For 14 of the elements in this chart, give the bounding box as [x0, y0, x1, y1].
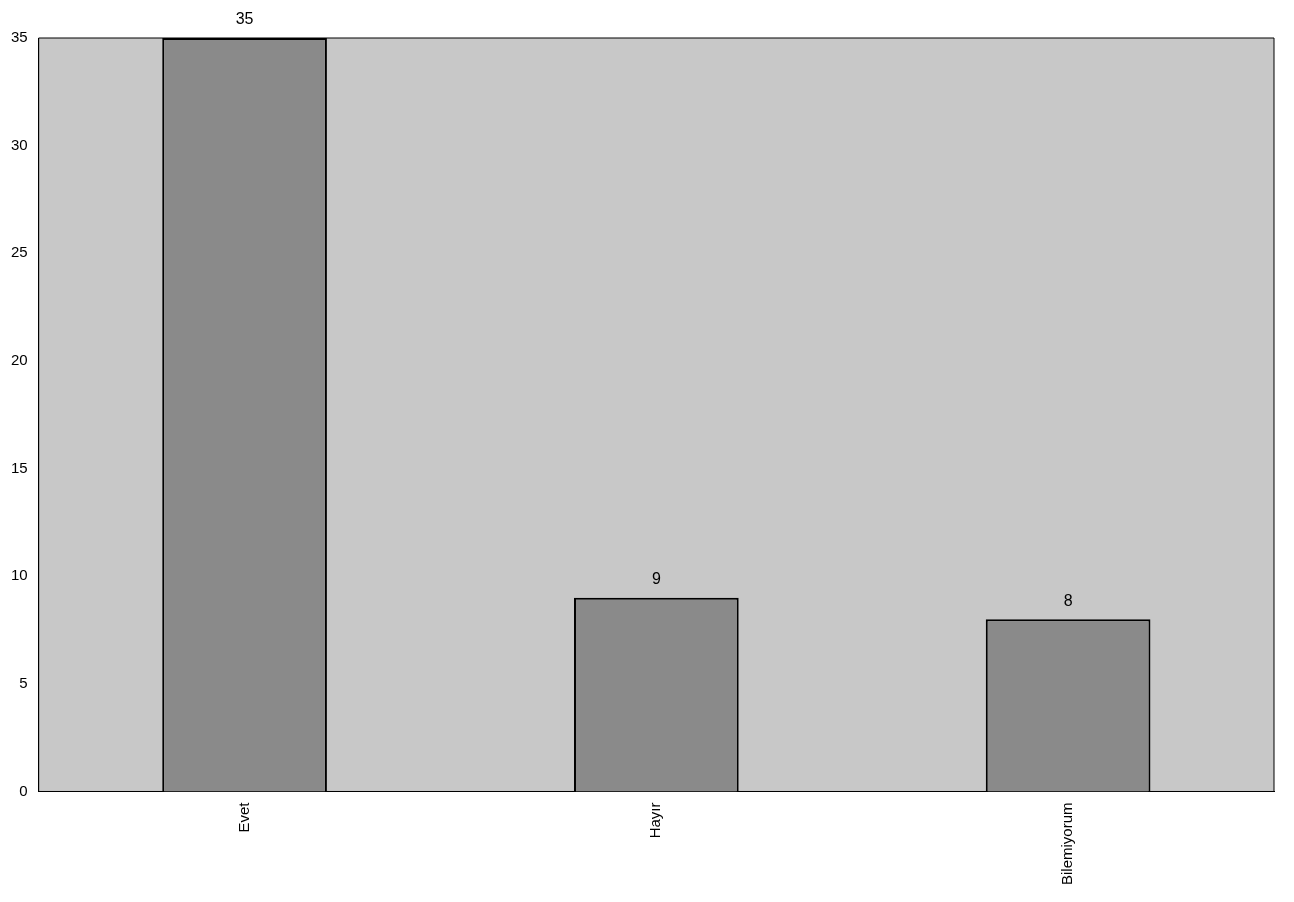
y-tick-label: 35 — [11, 28, 28, 46]
y-tick-label: 15 — [11, 458, 28, 476]
y-tick-label: 5 — [19, 673, 28, 691]
data-label: 35 — [235, 10, 254, 28]
y-tick-label: 20 — [11, 351, 28, 369]
y-tick-label: 0 — [19, 781, 28, 799]
data-label: 9 — [651, 570, 661, 588]
y-tick-label: 10 — [11, 566, 28, 584]
y-tick-label: 30 — [11, 135, 28, 153]
data-label: 8 — [1063, 591, 1073, 609]
y-tick-label: 25 — [11, 243, 28, 261]
x-tick-label: Bilemiyorum — [1058, 802, 1076, 885]
x-tick-label: Hayır — [646, 802, 664, 839]
x-tick-label: Evet — [234, 801, 252, 833]
